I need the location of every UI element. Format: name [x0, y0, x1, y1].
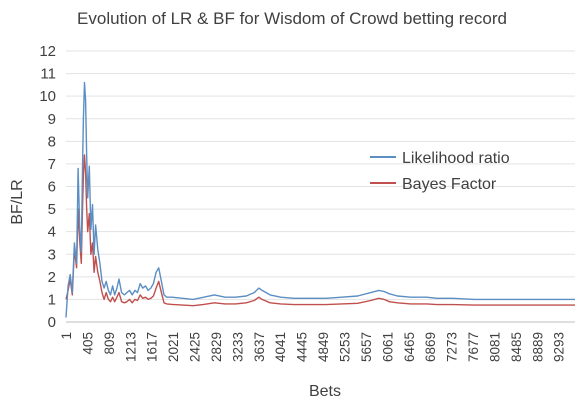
- series-line-bayes-factor: [65, 154, 575, 307]
- x-tick-label: 8889: [530, 332, 545, 362]
- x-tick-label: 1: [59, 332, 74, 340]
- legend-label: Bayes Factor: [402, 176, 497, 193]
- y-tick-label: 3: [48, 246, 56, 263]
- x-tick-label: 5657: [359, 332, 374, 362]
- x-tick-label: 6465: [402, 332, 417, 362]
- y-tick-label: 4: [48, 224, 56, 241]
- x-tick-label: 2425: [188, 332, 203, 362]
- y-tick-label: 1: [48, 291, 56, 308]
- x-tick-labels: 1 405 809 1213 1617 2021 2425 2829 3233 3637 4041 4…: [59, 332, 567, 362]
- x-tick-label: 7273: [445, 332, 460, 362]
- x-tick-label: 809: [102, 332, 117, 355]
- x-tick-label: 405: [80, 332, 95, 355]
- x-tick-label: 4041: [273, 332, 288, 362]
- x-tick-label: 9293: [552, 332, 567, 362]
- x-tick-label: 8485: [509, 332, 524, 362]
- x-tick-label: 4445: [295, 332, 310, 362]
- y-tick-label: 7: [48, 156, 56, 173]
- x-tick-label: 1617: [145, 332, 160, 362]
- series-line-likelihood-ratio: [65, 81, 575, 318]
- x-tick-label: 2021: [166, 332, 181, 362]
- x-tick-label: 1213: [123, 332, 138, 362]
- y-tick-label: 8: [48, 133, 56, 150]
- x-tick-label: 6869: [423, 332, 438, 362]
- x-tick-label: 3637: [252, 332, 267, 362]
- y-tick-label: 9: [48, 111, 56, 128]
- x-tick-label: 6061: [380, 332, 395, 362]
- legend: Likelihood ratio Bayes Factor: [370, 150, 510, 193]
- y-tick-label: 12: [39, 43, 56, 60]
- y-tick-label: 11: [40, 66, 56, 83]
- y-tick-label: 6: [48, 179, 56, 196]
- series-lines: [65, 81, 575, 318]
- x-tick-label: 5253: [337, 332, 352, 362]
- y-axis-label: BF/LR: [9, 179, 26, 224]
- x-tick-label: 7677: [466, 332, 481, 362]
- legend-label: Likelihood ratio: [402, 150, 510, 167]
- x-tick-label: 3233: [230, 332, 245, 362]
- x-axis-label: Bets: [309, 383, 341, 400]
- y-tick-label: 10: [39, 88, 56, 105]
- x-tick-label: 4849: [316, 332, 331, 362]
- y-tick-label: 2: [48, 269, 56, 286]
- y-tick-label: 5: [48, 201, 56, 218]
- x-tick-label: 2829: [209, 332, 224, 362]
- y-tick-label: 0: [48, 314, 56, 331]
- chart-title: Evolution of LR & BF for Wisdom of Crowd…: [77, 9, 507, 28]
- gridlines: [66, 50, 575, 323]
- x-tick-label: 8081: [487, 332, 502, 362]
